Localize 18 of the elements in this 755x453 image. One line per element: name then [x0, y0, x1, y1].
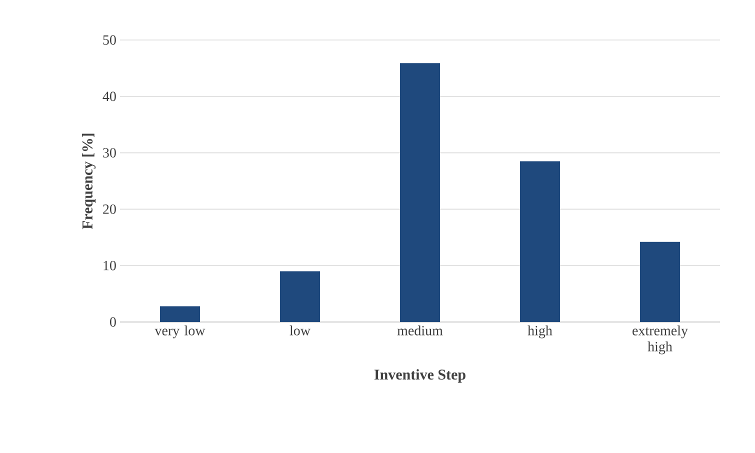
x-axis-title: Inventive Step [374, 369, 466, 383]
x-tick-label: medium [397, 326, 443, 336]
y-tick-label: 40 [102, 92, 116, 102]
y-tick-label: 30 [103, 148, 116, 158]
y-tick-label: 20 [103, 204, 116, 214]
x-tick-label: extremely high [632, 326, 688, 354]
bar [640, 242, 680, 322]
y-tick-label: 50 [103, 35, 116, 45]
x-tick-label: very low [154, 326, 206, 338]
x-tick-label: low [290, 326, 310, 336]
y-tick-label: 10 [104, 260, 116, 270]
bar [280, 271, 320, 322]
bar [160, 306, 200, 322]
x-tick-label: high [528, 326, 552, 338]
y-axis-title: Frequency [%] [82, 134, 96, 230]
bar [400, 63, 440, 322]
bar [520, 161, 560, 322]
y-tick-label: 0 [110, 317, 116, 327]
